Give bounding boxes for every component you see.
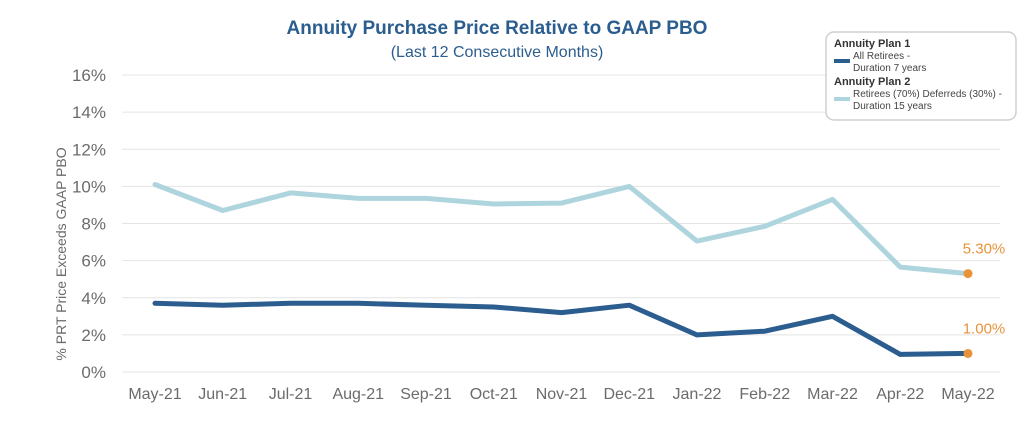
chart-title: Annuity Purchase Price Relative to GAAP … (287, 18, 708, 39)
y-tick-label: 4% (81, 289, 106, 308)
series-line-1 (152, 300, 971, 357)
y-tick-label: 16% (72, 66, 106, 85)
series-lines (152, 182, 971, 357)
legend: Annuity Plan 1 All Retirees - Duration 7… (825, 31, 1017, 121)
series-1-end-marker (963, 348, 973, 358)
x-tick-label: Jun-21 (198, 386, 247, 403)
end-markers: 1.00% 5.30% (963, 241, 1006, 358)
x-tick-label: May-22 (941, 386, 994, 403)
y-tick-label: 0% (81, 363, 106, 382)
y-tick-label: 6% (81, 252, 106, 271)
chart-subtitle: (Last 12 Consecutive Months) (391, 44, 604, 61)
x-tick-label: May-21 (128, 386, 181, 403)
series-line-2 (152, 182, 971, 277)
x-tick-label: Feb-22 (739, 386, 790, 403)
x-tick-label: Dec-21 (603, 386, 655, 403)
legend-series-1-desc-line1: All Retirees - (853, 51, 910, 62)
x-axis-ticks: May-21 Jun-21 Jul-21 Aug-21 Sep-21 Oct-21 Nov-… (128, 386, 994, 403)
x-tick-label: Apr-22 (876, 386, 924, 403)
y-tick-label: 12% (72, 140, 106, 159)
y-tick-label: 8% (81, 215, 106, 234)
y-axis-label: % PRT Price Exceeds GAAP PBO (53, 147, 69, 360)
legend-series-2-desc-line2: Duration 15 years (853, 101, 932, 112)
legend-series-1-name: Annuity Plan 1 (834, 38, 910, 50)
x-tick-label: Nov-21 (536, 386, 588, 403)
x-tick-label: Jul-21 (269, 386, 313, 403)
x-tick-label: Jan-22 (673, 386, 722, 403)
y-axis-ticks: 0% 2% 4% 6% 8% 10% 12% 14% 16% (72, 66, 106, 382)
legend-box (825, 31, 1017, 121)
series-2-end-marker (963, 269, 973, 279)
series-1-end-label: 1.00% (963, 320, 1006, 337)
legend-series-1-desc-line2: Duration 7 years (853, 63, 926, 74)
gridlines (122, 74, 1000, 373)
x-tick-label: Aug-21 (332, 386, 384, 403)
x-tick-label: Sep-21 (400, 386, 452, 403)
y-tick-label: 2% (81, 326, 106, 345)
legend-series-2-desc-line1: Retirees (70%) Deferreds (30%) - (853, 89, 1002, 100)
legend-series-2-name: Annuity Plan 2 (834, 76, 910, 88)
y-tick-label: 10% (72, 177, 106, 196)
y-tick-label: 14% (72, 103, 106, 122)
x-tick-label: Oct-21 (470, 386, 518, 403)
series-2-end-label: 5.30% (963, 241, 1006, 258)
x-tick-label: Mar-22 (807, 386, 858, 403)
